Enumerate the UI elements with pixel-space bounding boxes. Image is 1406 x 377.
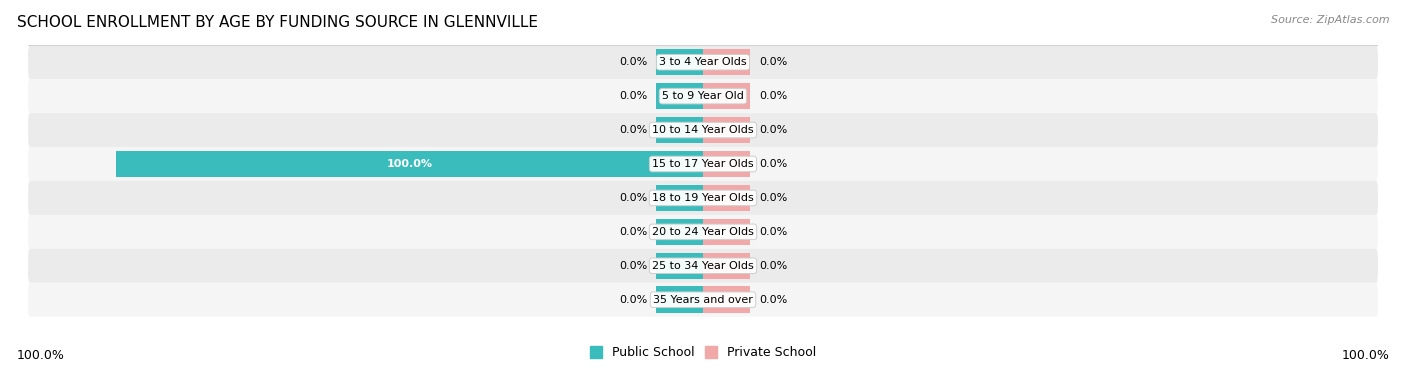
Text: 35 Years and over: 35 Years and over	[652, 295, 754, 305]
Bar	[657, 253, 703, 279]
Text: 0.0%: 0.0%	[619, 91, 647, 101]
Text: 0.0%: 0.0%	[619, 57, 647, 67]
Text: 0.0%: 0.0%	[759, 193, 787, 203]
Bar	[657, 83, 703, 109]
Text: 0.0%: 0.0%	[619, 125, 647, 135]
Text: 0.0%: 0.0%	[759, 159, 787, 169]
Text: Source: ZipAtlas.com: Source: ZipAtlas.com	[1271, 15, 1389, 25]
Text: 0.0%: 0.0%	[759, 91, 787, 101]
Bar	[703, 151, 749, 177]
Text: 18 to 19 Year Olds: 18 to 19 Year Olds	[652, 193, 754, 203]
Bar	[657, 287, 703, 313]
Text: 0.0%: 0.0%	[759, 261, 787, 271]
Text: 5 to 9 Year Old: 5 to 9 Year Old	[662, 91, 744, 101]
Text: 0.0%: 0.0%	[619, 193, 647, 203]
Text: 10 to 14 Year Olds: 10 to 14 Year Olds	[652, 125, 754, 135]
Bar	[657, 117, 703, 143]
Bar	[703, 117, 749, 143]
Text: 100.0%: 100.0%	[387, 159, 433, 169]
Text: SCHOOL ENROLLMENT BY AGE BY FUNDING SOURCE IN GLENNVILLE: SCHOOL ENROLLMENT BY AGE BY FUNDING SOUR…	[17, 15, 538, 30]
FancyBboxPatch shape	[28, 45, 1378, 79]
Bar	[117, 151, 703, 177]
Text: 100.0%: 100.0%	[17, 349, 65, 362]
FancyBboxPatch shape	[28, 249, 1378, 283]
Bar	[703, 49, 749, 75]
Bar	[657, 49, 703, 75]
Text: 100.0%: 100.0%	[1341, 349, 1389, 362]
Text: 0.0%: 0.0%	[619, 227, 647, 237]
Bar	[703, 219, 749, 245]
Bar	[657, 219, 703, 245]
Text: 0.0%: 0.0%	[619, 261, 647, 271]
FancyBboxPatch shape	[28, 147, 1378, 181]
Text: 0.0%: 0.0%	[619, 295, 647, 305]
FancyBboxPatch shape	[28, 113, 1378, 147]
Text: 0.0%: 0.0%	[759, 227, 787, 237]
Bar	[703, 287, 749, 313]
FancyBboxPatch shape	[28, 181, 1378, 215]
Text: 15 to 17 Year Olds: 15 to 17 Year Olds	[652, 159, 754, 169]
Text: 0.0%: 0.0%	[759, 295, 787, 305]
Bar	[657, 185, 703, 211]
Text: 0.0%: 0.0%	[759, 125, 787, 135]
Bar	[703, 253, 749, 279]
FancyBboxPatch shape	[28, 215, 1378, 249]
Bar	[703, 185, 749, 211]
Text: 3 to 4 Year Olds: 3 to 4 Year Olds	[659, 57, 747, 67]
FancyBboxPatch shape	[28, 283, 1378, 317]
Legend: Public School, Private School: Public School, Private School	[589, 346, 817, 359]
FancyBboxPatch shape	[28, 79, 1378, 113]
Bar	[703, 83, 749, 109]
Text: 25 to 34 Year Olds: 25 to 34 Year Olds	[652, 261, 754, 271]
Text: 0.0%: 0.0%	[759, 57, 787, 67]
Text: 20 to 24 Year Olds: 20 to 24 Year Olds	[652, 227, 754, 237]
